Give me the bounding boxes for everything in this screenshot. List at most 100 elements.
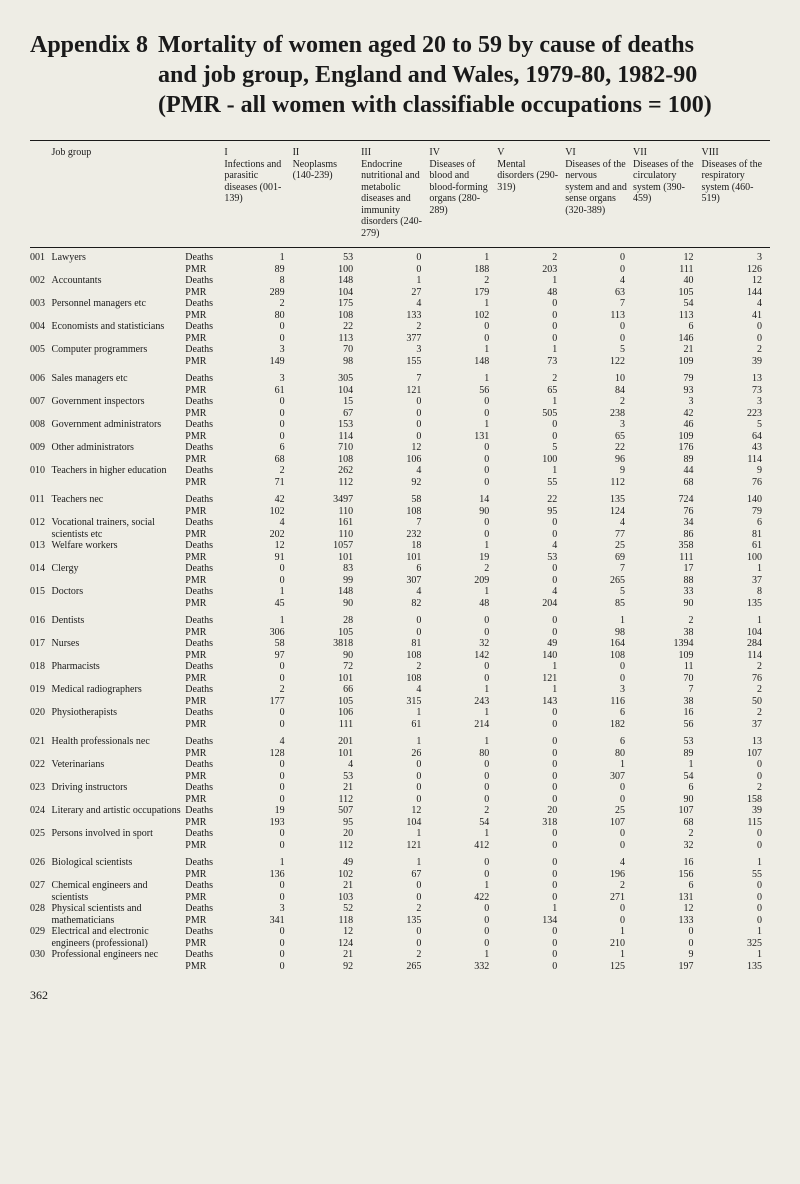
cell-value: 0 (497, 419, 565, 431)
cell-value: 112 (565, 477, 633, 489)
cell-value: 124 (565, 506, 633, 518)
row-code: 019 (30, 684, 51, 696)
cell-value: 68 (633, 817, 701, 829)
cell-value: 0 (497, 707, 565, 719)
top-rule (30, 140, 770, 141)
cell-value: 107 (633, 805, 701, 817)
cell-value: 1 (361, 730, 429, 748)
metric-label: PMR (185, 477, 224, 489)
cell-value: 66 (293, 684, 362, 696)
col-header-iv: IVDiseases of blood and blood-forming or… (429, 147, 497, 243)
row-code: 022 (30, 759, 51, 771)
cell-value: 4 (701, 298, 770, 310)
cell-value: 131 (633, 892, 701, 904)
row-name: Lawyers (51, 252, 185, 275)
metric-label: PMR (185, 264, 224, 276)
metric-label: PMR (185, 719, 224, 731)
cell-value: 92 (293, 961, 362, 973)
cell-value: 1 (701, 851, 770, 869)
cell-value: 93 (633, 385, 701, 397)
cell-value: 90 (429, 506, 497, 518)
metric-label: Deaths (185, 730, 224, 748)
row-name: Sales managers etc (51, 367, 185, 396)
cell-value: 50 (701, 696, 770, 708)
cell-value: 204 (497, 598, 565, 610)
cell-value: 0 (361, 609, 429, 627)
cell-value: 0 (701, 880, 770, 892)
cell-value: 16 (633, 707, 701, 719)
metric-label: PMR (185, 431, 224, 443)
row-name: Electrical and electronic engineers (pro… (51, 926, 185, 949)
cell-value: 2 (633, 828, 701, 840)
cell-value: 110 (293, 506, 362, 518)
cell-value: 109 (633, 431, 701, 443)
cell-value: 507 (293, 805, 362, 817)
cell-value: 121 (497, 673, 565, 685)
cell-value: 113 (633, 310, 701, 322)
cell-value: 21 (293, 782, 362, 794)
cell-value: 0 (361, 431, 429, 443)
cell-value: 13 (701, 730, 770, 748)
cell-value: 86 (633, 529, 701, 541)
cell-value: 2 (361, 661, 429, 673)
cell-value: 12 (701, 275, 770, 287)
cell-value: 20 (293, 828, 362, 840)
cell-value: 42 (224, 488, 292, 506)
table-row: 007Government inspectorsDeaths015001233 (30, 396, 770, 408)
cell-value: 4 (293, 759, 362, 771)
cell-value: 422 (429, 892, 497, 904)
cell-value: 0 (701, 828, 770, 840)
cell-value: 0 (224, 673, 292, 685)
cell-value: 114 (701, 650, 770, 662)
cell-value: 0 (224, 575, 292, 587)
row-name: Chemical engineers and scientists (51, 880, 185, 903)
cell-value: 55 (497, 477, 565, 489)
cell-value: 107 (701, 748, 770, 760)
cell-value: 0 (565, 915, 633, 927)
cell-value: 0 (429, 321, 497, 333)
header-rule (30, 247, 770, 248)
table-row: 019Medical radiographersDeaths266411372 (30, 684, 770, 696)
cell-value: 41 (701, 310, 770, 322)
metric-label: PMR (185, 771, 224, 783)
cell-value: 0 (497, 748, 565, 760)
cell-value: 505 (497, 408, 565, 420)
cell-value: 0 (497, 782, 565, 794)
cell-value: 142 (429, 650, 497, 662)
cell-value: 143 (497, 696, 565, 708)
cell-value: 3 (224, 367, 292, 385)
cell-value: 91 (224, 552, 292, 564)
cell-value: 4 (497, 540, 565, 552)
cell-value: 0 (361, 880, 429, 892)
cell-value: 0 (429, 454, 497, 466)
cell-value: 332 (429, 961, 497, 973)
cell-value: 27 (361, 287, 429, 299)
col-header-ii: IINeoplasms (140-239) (293, 147, 362, 243)
cell-value: 4 (361, 298, 429, 310)
cell-value: 8 (224, 275, 292, 287)
cell-value: 0 (633, 926, 701, 938)
cell-value: 89 (633, 454, 701, 466)
cell-value: 0 (224, 661, 292, 673)
cell-value: 0 (701, 840, 770, 852)
cell-value: 412 (429, 840, 497, 852)
cell-value: 96 (565, 454, 633, 466)
cell-value: 10 (565, 367, 633, 385)
row-name: Teachers nec (51, 488, 185, 517)
cell-value: 2 (224, 684, 292, 696)
cell-value: 284 (701, 638, 770, 650)
row-code: 016 (30, 609, 51, 627)
row-name: Vocational trainers, social scientists e… (51, 517, 185, 540)
cell-value: 1 (224, 252, 292, 264)
cell-value: 8 (701, 586, 770, 598)
cell-value: 1 (565, 949, 633, 961)
cell-value: 158 (701, 794, 770, 806)
row-code: 020 (30, 707, 51, 719)
table-row: 018PharmacistsDeaths0722010112 (30, 661, 770, 673)
cell-value: 1 (429, 586, 497, 598)
cell-value: 238 (565, 408, 633, 420)
row-code: 017 (30, 638, 51, 650)
cell-value: 0 (497, 892, 565, 904)
cell-value: 4 (565, 275, 633, 287)
cell-value: 289 (224, 287, 292, 299)
